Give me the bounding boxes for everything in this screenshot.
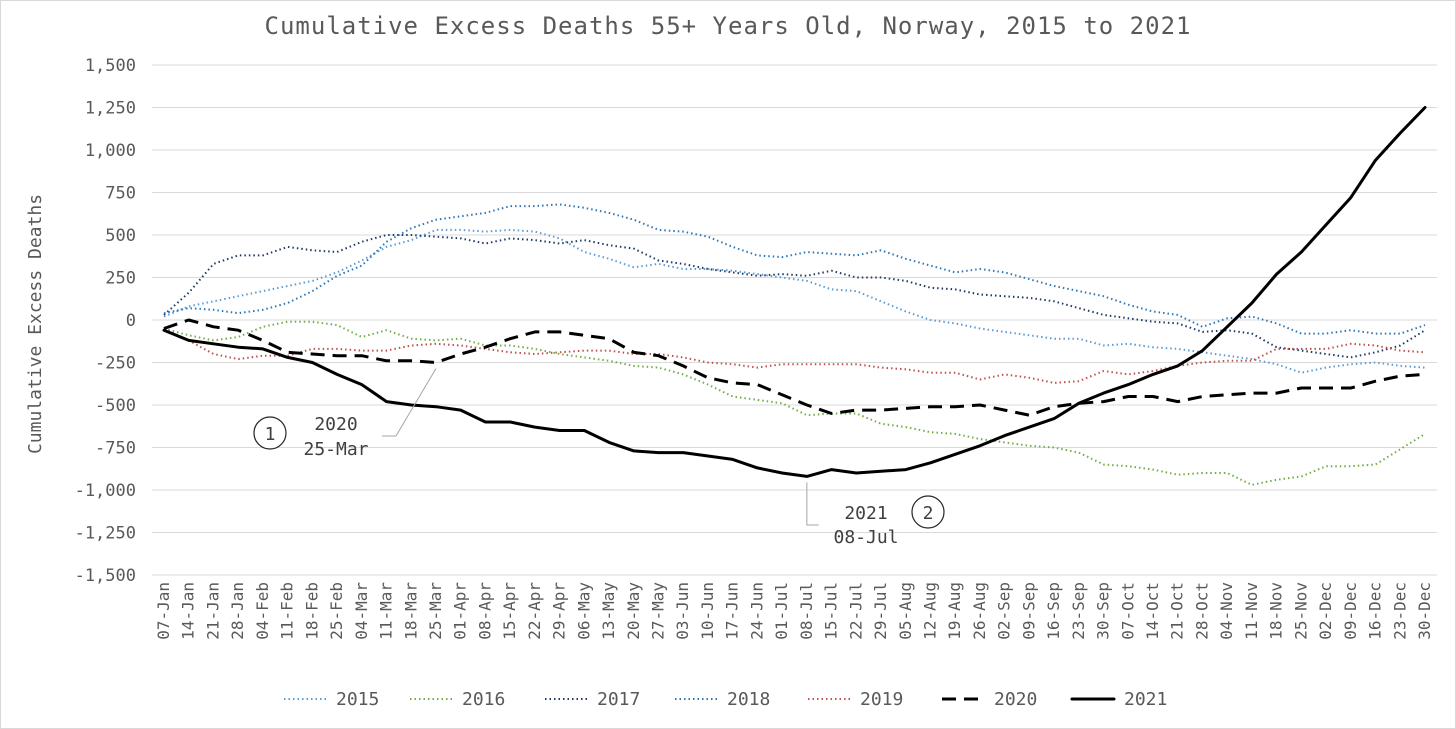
x-tick-label: 02-Dec — [1316, 582, 1335, 640]
x-tick-label: 26-Aug — [970, 582, 989, 640]
y-tick-label: 750 — [105, 184, 136, 204]
y-tick-label: 500 — [105, 226, 136, 246]
x-tick-label: 02-Sep — [995, 582, 1014, 640]
annotation-marker — [911, 495, 945, 529]
legend-label: 2018 — [727, 689, 770, 710]
x-tick-label: 25-Nov — [1291, 582, 1310, 640]
chart-title: Cumulative Excess Deaths 55+ Years Old, … — [264, 12, 1192, 40]
y-tick-label: 1,500 — [85, 56, 136, 76]
x-tick-label: 08-Apr — [475, 582, 494, 640]
x-tick-label: 30-Dec — [1415, 582, 1434, 640]
series-line-2021 — [162, 106, 1427, 478]
y-tick-label: 1,000 — [85, 141, 136, 161]
x-tick-label: 25-Mar — [426, 582, 445, 640]
x-tick-label: 23-Dec — [1390, 582, 1409, 640]
x-tick-label: 24-Jun — [747, 582, 766, 640]
x-tick-label: 22-Jul — [846, 582, 865, 640]
x-tick-label: 04-Nov — [1217, 582, 1236, 640]
x-tick-label: 18-Nov — [1267, 582, 1286, 640]
x-tick-label: 25-Feb — [327, 582, 346, 640]
x-tick-label: 28-Jan — [228, 582, 247, 640]
annotation-year: 2020 — [314, 414, 357, 435]
annotation-date: 08-Jul — [833, 527, 898, 548]
annotation-marker — [253, 416, 287, 450]
x-tick-label: 05-Aug — [896, 582, 915, 640]
x-tick-label: 16-Sep — [1044, 582, 1063, 640]
annotation-date: 25-Mar — [303, 439, 368, 460]
legend-label: 2015 — [336, 689, 379, 710]
series-line-2015 — [163, 228, 1426, 374]
annotation-leader-line — [806, 482, 819, 526]
y-tick-label: 0 — [126, 311, 136, 331]
series-line-2019 — [163, 327, 1426, 384]
x-tick-label: 09-Dec — [1341, 582, 1360, 640]
x-tick-label: 13-May — [599, 582, 618, 640]
x-tick-label: 14-Oct — [1143, 582, 1162, 640]
x-tick-label: 18-Mar — [401, 582, 420, 640]
x-tick-label: 29-Jul — [871, 582, 890, 640]
annotation-marker-number: 1 — [265, 424, 276, 445]
x-tick-label: 09-Sep — [1019, 582, 1038, 640]
x-tick-label: 30-Sep — [1094, 582, 1113, 640]
y-tick-label: 1,250 — [85, 99, 136, 119]
legend-label: 2021 — [1124, 689, 1167, 710]
x-tick-label: 17-Jun — [723, 582, 742, 640]
legend-label: 2017 — [597, 689, 640, 710]
x-tick-label: 01-Jul — [772, 582, 791, 640]
annotation-leader-line — [382, 368, 437, 437]
x-tick-label: 15-Apr — [500, 582, 519, 640]
x-tick-label: 22-Apr — [525, 582, 544, 640]
legend-label: 2016 — [462, 689, 505, 710]
x-tick-label: 11-Nov — [1242, 582, 1261, 640]
y-tick-label: 250 — [105, 269, 136, 289]
x-tick-label: 01-Apr — [451, 582, 470, 640]
x-tick-label: 04-Feb — [253, 582, 272, 640]
x-tick-label: 03-Jun — [673, 582, 692, 640]
y-tick-label: -250 — [95, 354, 136, 374]
y-tick-label: -1,500 — [75, 566, 136, 586]
x-tick-label: 06-May — [574, 582, 593, 640]
annotation-year: 2021 — [844, 503, 887, 524]
x-tick-label: 04-Mar — [352, 582, 371, 640]
x-tick-label: 27-May — [649, 582, 668, 640]
x-tick-label: 29-Apr — [550, 582, 569, 640]
legend-label: 2020 — [994, 689, 1037, 710]
series-line-2018 — [163, 203, 1426, 335]
x-tick-label: 16-Dec — [1366, 582, 1385, 640]
y-tick-label: -1,000 — [75, 481, 136, 501]
x-tick-label: 23-Sep — [1069, 582, 1088, 640]
x-tick-label: 28-Oct — [1192, 582, 1211, 640]
x-tick-label: 15-Jul — [822, 582, 841, 640]
x-tick-label: 08-Jul — [797, 582, 816, 640]
legend-label: 2019 — [860, 689, 903, 710]
annotation-marker-number: 2 — [923, 503, 934, 524]
x-tick-label: 18-Feb — [302, 582, 321, 640]
x-tick-label: 19-Aug — [945, 582, 964, 640]
x-tick-label: 07-Jan — [154, 582, 173, 640]
x-tick-label: 11-Feb — [278, 582, 297, 640]
y-axis-label: Cumulative Excess Deaths — [25, 194, 46, 454]
y-tick-label: -500 — [95, 396, 136, 416]
y-tick-label: -1,250 — [75, 524, 136, 544]
x-tick-label: 20-May — [624, 582, 643, 640]
x-tick-label: 10-Jun — [698, 582, 717, 640]
y-tick-label: -750 — [95, 439, 136, 459]
x-tick-label: 12-Aug — [920, 582, 939, 640]
x-tick-label: 14-Jan — [179, 582, 198, 640]
x-tick-label: 07-Oct — [1118, 582, 1137, 640]
series-line-2017 — [163, 234, 1426, 359]
x-tick-label: 21-Jan — [203, 582, 222, 640]
x-tick-label: 21-Oct — [1168, 582, 1187, 640]
x-tick-label: 11-Mar — [377, 582, 396, 640]
series-line-2016 — [163, 320, 1426, 486]
series-line-2020 — [163, 318, 1426, 417]
